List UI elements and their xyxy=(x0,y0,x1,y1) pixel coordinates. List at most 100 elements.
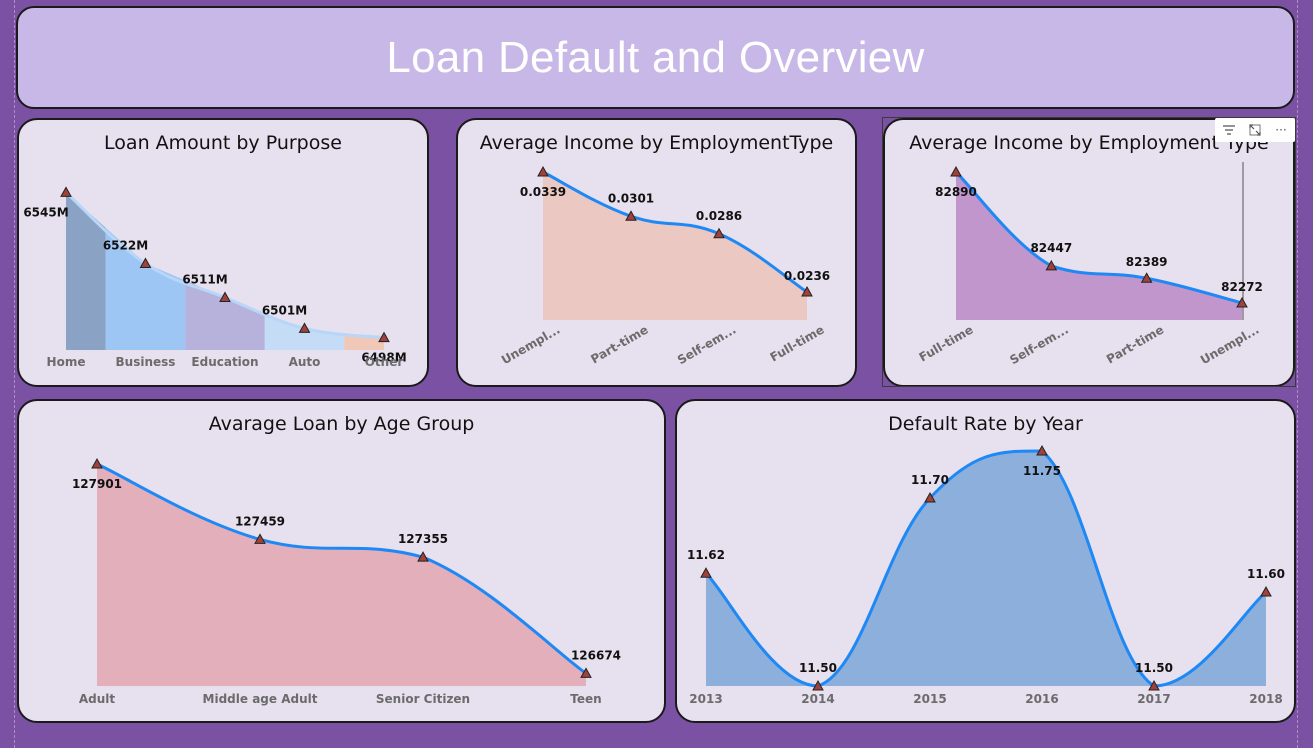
data-label: 0.0236 xyxy=(784,269,830,283)
x-axis-tick-label: Home xyxy=(47,355,86,369)
data-point-marker[interactable] xyxy=(625,210,637,221)
average-loan-by-age-group-card[interactable]: Avarage Loan by Age Group 127901 Adult 127… xyxy=(17,399,666,723)
data-label: 82447 xyxy=(1030,241,1072,255)
series-line[interactable] xyxy=(954,170,1243,305)
x-axis-tick-label: Teen xyxy=(570,692,601,706)
data-label: 127355 xyxy=(398,532,448,546)
data-label: 11.62 xyxy=(687,548,725,562)
data-point-marker[interactable] xyxy=(713,227,725,239)
chart-svg: 0.0339 Unempl... 0.0301 Part-time 0.0286 Self… xyxy=(499,165,830,367)
x-axis-tick-label: Unempl... xyxy=(499,322,563,367)
x-axis-tick-label: Part-time xyxy=(588,322,650,366)
area-fill xyxy=(97,464,586,686)
x-axis-tick-label: Self-em... xyxy=(1007,322,1070,367)
data-point-marker[interactable] xyxy=(1148,679,1160,691)
data-label: 82389 xyxy=(1126,255,1168,269)
data-point-marker[interactable] xyxy=(801,286,813,297)
chart-title: Default Rate by Year xyxy=(888,413,1083,435)
x-axis-tick-label: 2018 xyxy=(1249,692,1282,706)
data-label: 11.50 xyxy=(1135,661,1173,675)
filter-icon[interactable] xyxy=(1217,118,1241,142)
average-income-by-employment-type-card[interactable]: Average Income by Employment Type 82890 F… xyxy=(883,118,1295,387)
x-axis-tick-label: 2013 xyxy=(689,692,722,706)
data-point-marker[interactable] xyxy=(1236,297,1248,308)
chart-svg: 6545M Home 6522M Business 6511M Education 6501… xyxy=(23,186,407,369)
data-point-marker[interactable] xyxy=(812,679,824,691)
x-axis-tick-label: Auto xyxy=(289,355,321,369)
data-point-marker[interactable] xyxy=(378,331,390,343)
x-axis-tick-label: Senior Citizen xyxy=(376,692,470,706)
area-band-business[interactable] xyxy=(105,227,186,350)
area-fill xyxy=(956,172,1242,320)
chart-svg: 127901 Adult 127459 Middle age Adult 127355 S… xyxy=(72,457,621,706)
x-axis-tick-label: Full-time xyxy=(917,322,976,364)
data-label: 0.0339 xyxy=(520,185,566,199)
x-axis-tick-label: Unempl... xyxy=(1198,322,1262,367)
data-point-marker[interactable] xyxy=(298,322,311,333)
data-label: 6511M xyxy=(182,272,227,286)
x-axis-tick-label: Self-em... xyxy=(675,322,738,367)
chart-title: Loan Amount by Purpose xyxy=(104,132,342,154)
x-axis-tick-label: Business xyxy=(116,355,176,369)
data-label: 127901 xyxy=(72,477,122,491)
data-label: 6501M xyxy=(262,303,307,317)
data-point-marker[interactable] xyxy=(537,165,549,177)
data-point-marker[interactable] xyxy=(60,186,72,197)
area-fill xyxy=(543,172,807,320)
x-axis-tick-label: 2015 xyxy=(913,692,946,706)
page-title: Loan Default and Overview xyxy=(386,32,925,82)
data-label: 11.50 xyxy=(799,661,837,675)
visual-header-toolbar: ··· xyxy=(1215,118,1295,142)
chart-svg: 82890 Full-time 82447 Self-em... 82389 Part-t… xyxy=(917,162,1263,367)
data-point-marker[interactable] xyxy=(1036,444,1048,456)
data-point-marker[interactable] xyxy=(139,257,152,268)
data-point-marker[interactable] xyxy=(924,491,936,503)
header-banner: Loan Default and Overview xyxy=(16,6,1295,109)
data-point-marker[interactable] xyxy=(580,667,592,678)
chart-svg: 11.62 2013 11.50 2014 11.70 2015 11.75 2016 11.5… xyxy=(687,444,1285,706)
data-label: 6545M xyxy=(23,205,68,219)
data-label: 11.75 xyxy=(1023,464,1061,478)
data-label: 0.0286 xyxy=(696,209,742,223)
data-label: 82272 xyxy=(1221,280,1263,294)
data-point-marker[interactable] xyxy=(219,291,231,302)
data-label: 0.0301 xyxy=(608,191,654,205)
data-point-marker[interactable] xyxy=(700,567,712,578)
default-rate-by-year-card[interactable]: Default Rate by Year 11.62 2013 11.50 2014 1… xyxy=(675,399,1296,723)
x-axis-tick-label: Full-time xyxy=(768,322,827,364)
chart-title: Average Income by EmploymentType xyxy=(479,132,834,154)
x-axis-tick-label: Education xyxy=(191,355,258,369)
area-band-home[interactable] xyxy=(66,192,106,350)
data-label: 6522M xyxy=(103,238,148,252)
area-band-education[interactable] xyxy=(185,280,265,350)
data-label: 127459 xyxy=(235,514,285,528)
x-axis-tick-label: 2014 xyxy=(801,692,834,706)
data-label: 11.70 xyxy=(911,473,949,487)
data-label: 82890 xyxy=(935,185,977,199)
chart-title: Avarage Loan by Age Group xyxy=(208,413,475,435)
focus-mode-icon[interactable] xyxy=(1243,118,1267,142)
chart-title: Average Income by Employment Type xyxy=(909,132,1269,154)
area-fill xyxy=(706,451,1266,686)
data-point-marker[interactable] xyxy=(1140,272,1153,283)
more-options-icon[interactable]: ··· xyxy=(1275,123,1287,137)
x-axis-tick-label: 2016 xyxy=(1025,692,1058,706)
data-label: 6498M xyxy=(361,351,406,365)
x-axis-tick-label: Part-time xyxy=(1104,322,1166,366)
data-label: 126674 xyxy=(571,648,621,662)
x-axis-tick-label: Other xyxy=(365,355,404,369)
series-line[interactable] xyxy=(542,170,808,294)
data-point-marker[interactable] xyxy=(254,533,266,544)
data-point-marker[interactable] xyxy=(1260,585,1272,597)
data-label: 11.60 xyxy=(1247,567,1285,581)
series-line[interactable] xyxy=(704,449,1267,688)
data-point-marker[interactable] xyxy=(417,551,429,562)
x-axis-tick-label: 2017 xyxy=(1137,692,1170,706)
series-line[interactable] xyxy=(96,462,587,675)
data-point-marker[interactable] xyxy=(91,457,103,469)
x-axis-tick-label: Adult xyxy=(79,692,116,706)
average-income-by-employmenttype-card[interactable]: Average Income by EmploymentType 0.0339 U… xyxy=(456,118,857,387)
loan-amount-by-purpose-card[interactable]: Loan Amount by Purpose 6545M Home 6522M Bus… xyxy=(17,118,429,387)
data-point-marker[interactable] xyxy=(1045,259,1058,271)
data-point-marker[interactable] xyxy=(950,165,962,177)
